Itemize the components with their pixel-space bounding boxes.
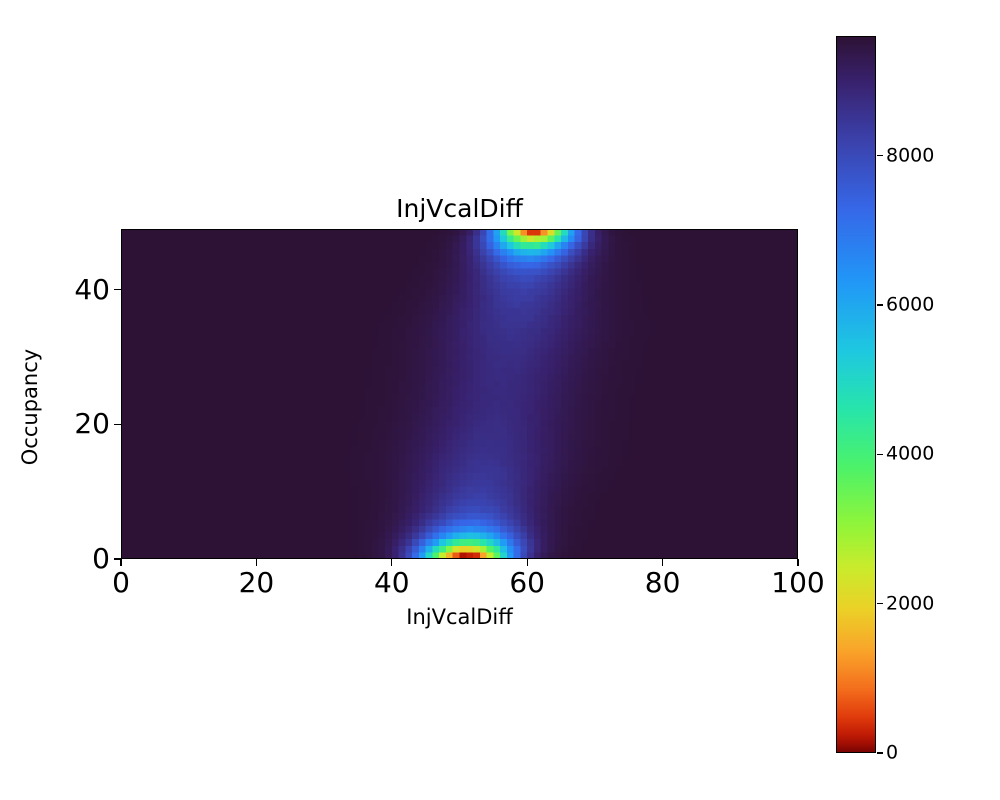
colorbar-tick-label: 8000 [886,144,935,166]
colorbar-tick-mark [877,602,883,605]
x-tick-label: 60 [509,566,546,599]
colorbar-tick-label: 0 [886,741,899,764]
x-tick-mark [661,559,664,566]
y-tick-label: 20 [74,407,110,441]
x-tick-label: 0 [112,566,130,599]
y-axis-label: Occupancy [18,348,42,466]
colorbar-tick-mark [877,304,883,306]
x-axis-label: InjVcalDiff [406,605,513,629]
x-tick-mark [391,559,393,566]
x-tick-mark [797,559,799,566]
heatmap-plot-area [121,229,798,559]
x-tick-label: 40 [373,566,410,599]
colorbar-tick-mark [877,752,883,754]
x-tick-mark [526,559,528,566]
colorbar-tick-label: 4000 [886,442,935,465]
y-tick-mark [114,423,121,425]
heatmap-image [121,229,798,559]
y-tick-mark [114,558,121,560]
colorbar-tick-mark [877,453,883,455]
x-tick-mark [120,559,122,566]
colorbar-tick-label: 2000 [886,592,935,615]
x-tick-mark [255,559,258,566]
x-tick-label: 20 [238,566,275,599]
x-tick-label: 100 [771,566,825,599]
colorbar-tick-mark [877,154,883,157]
colorbar-tick-label: 6000 [886,293,935,316]
x-tick-label: 80 [644,566,681,599]
y-tick-label: 0 [92,542,110,575]
y-tick-mark [114,288,121,291]
y-tick-label: 40 [74,272,110,306]
page-title: InjVcalDiff [396,194,523,223]
colorbar [836,36,876,753]
colorbar-gradient [837,37,875,752]
